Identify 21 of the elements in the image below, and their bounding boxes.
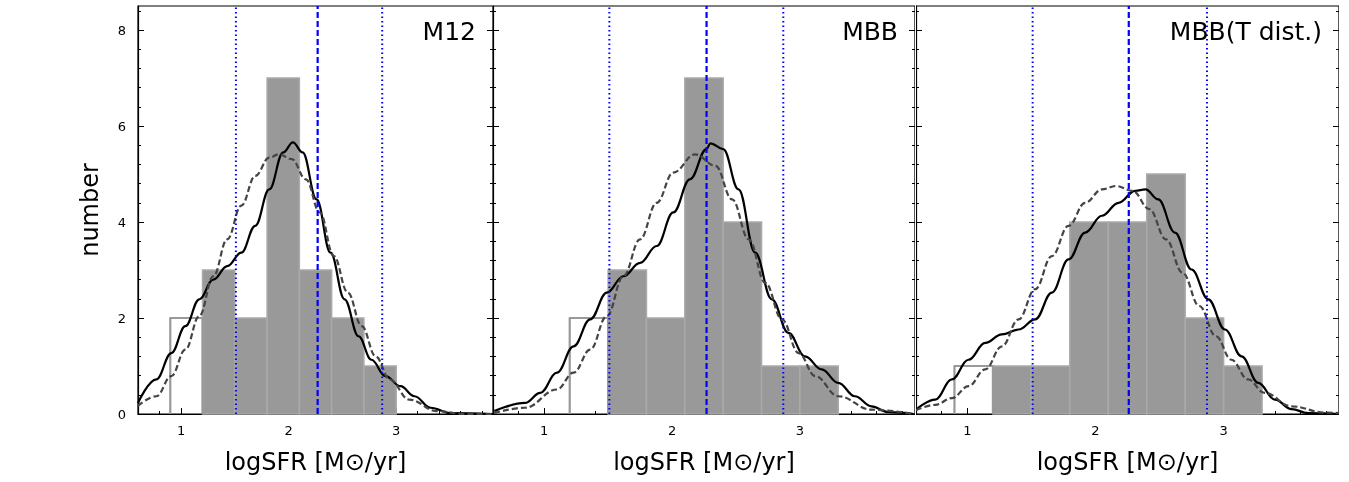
x-tick-label: 2 [284,423,293,438]
x-tick-label: 3 [392,423,401,438]
chart-title: MBB [842,17,898,46]
x-tick-label: 3 [1219,423,1228,438]
y-axis-title: number [76,163,104,257]
y-tick-label: 6 [117,118,126,134]
x-axis-title: logSFR [M⊙/yr] [613,448,795,476]
x-tick-label: 1 [176,423,186,438]
y-tick-label: 8 [117,22,126,38]
y-tick-label: 4 [117,214,126,230]
x-tick-label: 2 [667,423,677,438]
x-tick-label: 2 [1091,423,1100,438]
x-axis-title: logSFR [M⊙/yr] [1036,448,1219,476]
chart-title: MBB(T dist.) [1169,17,1322,46]
x-tick-label: 1 [963,423,972,438]
x-tick-label: 3 [795,423,805,438]
y-tick-label: 2 [117,310,126,326]
x-tick-label: 1 [540,423,549,438]
y-tick-label: 0 [117,406,126,422]
x-axis-title: logSFR [M⊙/yr] [224,448,407,476]
chart-title: M12 [422,17,477,46]
